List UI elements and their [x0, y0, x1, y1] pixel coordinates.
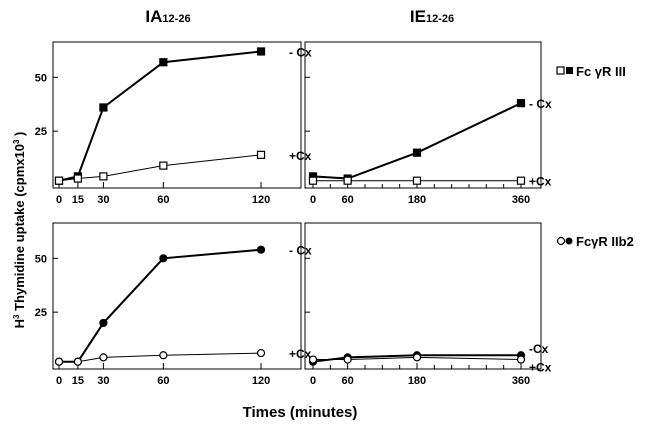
panel-frame — [304, 222, 542, 370]
series-label: - Cx — [289, 244, 312, 258]
open-circle-point — [308, 355, 318, 364]
open-square-point — [99, 172, 108, 181]
series-line-minus-cx — [312, 102, 522, 180]
open-circle-point — [343, 355, 352, 364]
x-tick-label: 30 — [97, 375, 109, 387]
legend-open-square-marker — [556, 66, 565, 75]
filled-square-point — [99, 103, 108, 112]
panel-frame — [52, 41, 302, 189]
series-label: - Cx — [289, 45, 312, 59]
column-title-ie: IE12-26 — [410, 7, 454, 26]
y-tick-label: 50 — [35, 72, 47, 84]
legend-fc-gamma-r-iib2: FcγR IIb2 — [556, 234, 634, 249]
open-square-point — [412, 176, 422, 185]
open-circle-point — [412, 353, 422, 362]
open-circle-point — [516, 355, 526, 364]
legend-fc-gamma-r-iii: Fc γR III — [556, 64, 626, 79]
x-tick-label: 30 — [97, 194, 109, 206]
x-tick-label: 360 — [512, 194, 530, 206]
open-square-point — [343, 176, 352, 185]
open-circle-point — [54, 357, 64, 366]
legend-filled-square-marker — [566, 67, 573, 74]
series-label: +Cx — [289, 347, 312, 361]
series-label: +Cx — [529, 361, 552, 375]
series-line-minus-cx — [58, 50, 262, 182]
series-line-minus-cx — [59, 248, 262, 363]
y-tick-label: 50 — [35, 253, 47, 265]
panel-top-right: 0 60 180 360 - Cx +Cx — [304, 41, 552, 206]
open-circle-point — [73, 357, 82, 366]
open-circle-point — [99, 353, 108, 362]
open-square-point — [54, 176, 64, 185]
y-tick-label: 25 — [35, 126, 47, 138]
filled-circle-point — [256, 245, 266, 254]
open-square-point — [308, 176, 318, 185]
x-tick-label: 120 — [252, 194, 270, 206]
legend-filled-circle-marker — [565, 237, 573, 245]
x-tick-label: 180 — [408, 194, 426, 206]
chart-panels: 0 15 30 60 120 25 50 - Cx +Cx 0 60 180 360 - Cx +Cx 0 15… — [35, 41, 552, 387]
x-tick-label: 0 — [56, 375, 62, 387]
x-tick-label: 15 — [72, 194, 84, 206]
open-square-point — [159, 161, 168, 170]
column-title-ia: IA12-26 — [145, 7, 190, 26]
filled-circle-point — [159, 254, 168, 263]
panel-bottom-left: 0 15 30 60 120 25 50 - Cx +Cx — [35, 222, 312, 387]
series-label: -Cx — [529, 342, 549, 356]
panel-bottom-right: 0 60 180 360 -Cx +Cx — [304, 222, 552, 387]
x-tick-label: 0 — [310, 375, 316, 387]
x-tick-label: 60 — [342, 375, 354, 387]
open-circle-point — [159, 351, 168, 360]
x-tick-label: 60 — [157, 375, 169, 387]
filled-square-point — [412, 148, 422, 157]
open-square-point — [256, 150, 266, 159]
x-tick-label: 360 — [512, 375, 530, 387]
filled-square-point — [516, 99, 526, 108]
x-tick-label: 15 — [72, 375, 84, 387]
panel-top-left: 0 15 30 60 120 25 50 - Cx +Cx — [35, 41, 312, 206]
legend-open-circle-marker — [556, 236, 566, 246]
x-tick-label: 60 — [157, 194, 169, 206]
x-tick-label: 180 — [408, 375, 426, 387]
y-tick-label: 25 — [35, 307, 47, 319]
x-axis-label: Times (minutes) — [243, 404, 358, 421]
filled-circle-point — [99, 318, 108, 328]
panel-frame — [52, 222, 302, 370]
x-tick-label: 60 — [342, 194, 354, 206]
x-tick-label: 0 — [56, 194, 62, 206]
open-square-point — [73, 174, 82, 183]
y-axis-label: H3 Thymidine uptake (cpmx103 ) — [12, 132, 27, 329]
series-label: - Cx — [529, 97, 552, 111]
open-circle-point — [256, 348, 266, 358]
panel-frame — [304, 41, 542, 189]
series-label: +Cx — [529, 175, 552, 189]
filled-square-point — [256, 47, 266, 56]
x-tick-label: 0 — [310, 194, 316, 206]
series-label: +Cx — [289, 149, 312, 163]
legend-fc-gamma-r-iii-label: Fc γR III — [576, 64, 626, 79]
legend-fc-gamma-r-iib2-label: FcγR IIb2 — [576, 234, 634, 249]
filled-square-point — [159, 58, 168, 67]
open-square-point — [516, 176, 526, 185]
series-line-plus-cx — [313, 356, 522, 361]
x-tick-label: 120 — [252, 375, 270, 387]
